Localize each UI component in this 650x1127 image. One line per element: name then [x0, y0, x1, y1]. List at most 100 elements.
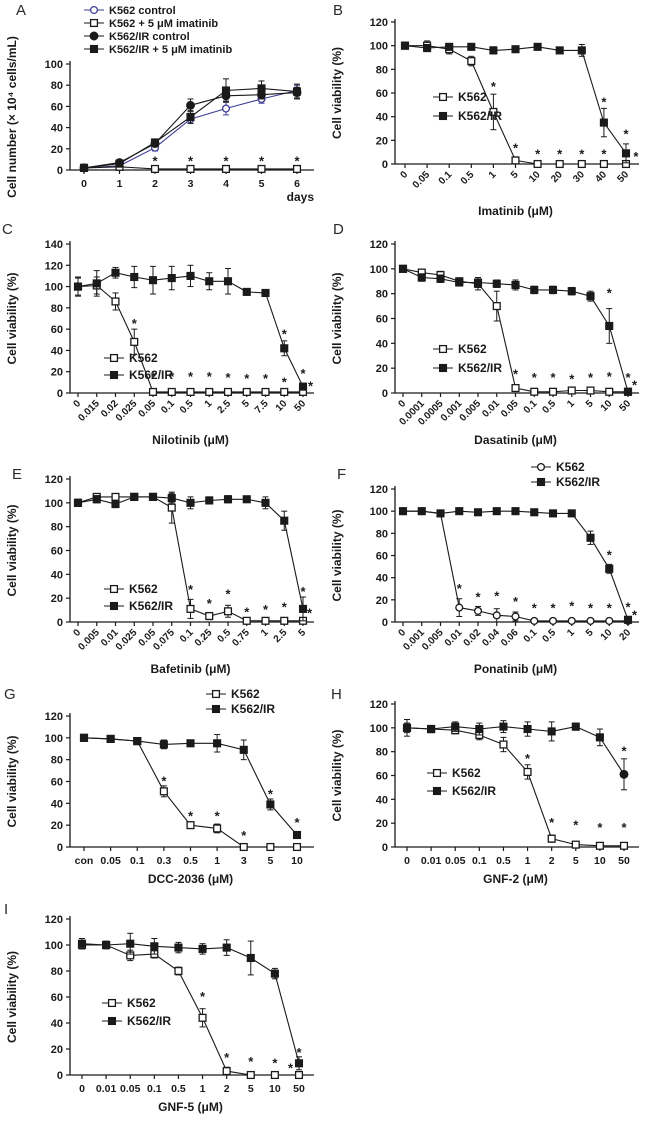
significance-asterisk: * [150, 369, 156, 384]
series-line [406, 726, 625, 775]
data-point-marker [547, 834, 556, 843]
x-tick-label: 1 [565, 627, 577, 639]
data-point-marker [107, 998, 117, 1008]
significance-marks: ************ [457, 548, 638, 623]
y-tick-label: 80 [376, 289, 388, 301]
significance-asterisk: * [549, 815, 555, 830]
panel-e: E 0 20 40 60 80 100 120 0 0.005 0.01 0.025 0.05 0.075… [0, 455, 325, 682]
data-point-marker [92, 279, 101, 288]
data-point-marker [455, 278, 464, 287]
y-tick-label: 20 [51, 144, 63, 156]
y-tick-label: 120 [370, 239, 388, 251]
legend-label: K562/IR [556, 475, 600, 489]
panel-label-c: C [2, 222, 13, 238]
y-tick-label: 20 [51, 820, 63, 832]
data-point-marker [167, 387, 176, 396]
series-k562-ir-5-m-imatinib [79, 78, 302, 172]
significance-asterisk: * [573, 818, 579, 833]
data-point-marker [148, 276, 158, 285]
axes: 0 20 40 60 80 100 120 0 0.01 0.05 0.1 0.5 1 2 5 10 50 [370, 699, 639, 867]
significance-asterisk: * [259, 154, 265, 169]
y-tick-label: 80 [51, 966, 63, 978]
data-point-marker [586, 616, 595, 625]
data-point-marker [205, 277, 214, 286]
data-point-marker [511, 507, 520, 516]
significance-asterisk: * [550, 601, 556, 616]
data-point-marker [280, 516, 289, 525]
significance-asterisk: * [244, 604, 250, 619]
data-point-marker [174, 943, 183, 952]
x-tick-label: 0.1 [159, 398, 177, 416]
data-point-marker [186, 498, 195, 507]
series-line [406, 727, 624, 847]
y-tick-label: 20 [51, 593, 63, 605]
data-point-marker [467, 42, 476, 51]
data-point-marker [261, 288, 270, 298]
data-point-marker [492, 611, 501, 620]
data-point-marker [150, 138, 160, 147]
significance-asterisk: * [294, 154, 300, 169]
data-point-marker [555, 159, 564, 169]
x-tick-label: 0.01 [443, 627, 465, 649]
y-tick-label: 0 [57, 617, 63, 629]
data-point-marker [239, 745, 248, 754]
y-tick-label: 60 [51, 101, 63, 113]
legend-label: K562 control [109, 5, 176, 17]
x-tick-label: 0.05 [445, 855, 466, 867]
series-k562-ir [398, 507, 633, 624]
legend-label: K562 [231, 687, 260, 701]
data-point-marker [270, 1070, 279, 1080]
panel-label-a: A [16, 2, 26, 19]
x-tick-label: 0.05 [100, 855, 121, 867]
legend-label: K562 [556, 460, 585, 474]
x-axis-title: Imatinib (μM) [478, 204, 553, 218]
data-point-marker [222, 943, 231, 952]
data-point-marker [221, 86, 231, 95]
x-tick-label: 50 [618, 855, 630, 867]
panel-a-chart: A 0 20 40 60 80 100 0 1 2 3 4 5 6 Cell number (× 10⁴ c… [5, 2, 314, 204]
data-point-marker [599, 159, 608, 169]
data-point-marker [186, 739, 195, 748]
data-point-marker [438, 92, 448, 102]
data-point-marker [623, 615, 633, 624]
y-tick-label: 20 [51, 367, 63, 379]
x-axis-title: DCC-2036 (μM) [148, 872, 233, 886]
y-tick-label: 80 [376, 64, 388, 76]
y-tick-label: 60 [51, 546, 63, 558]
data-point-marker [205, 611, 214, 621]
legend-label: K562/IR [458, 361, 502, 375]
data-point-marker [92, 495, 101, 504]
x-tick-label: 10 [291, 855, 303, 867]
significance-asterisk: * [241, 828, 247, 843]
significance-marks: * * * * * * [525, 744, 627, 835]
y-tick-label: 120 [370, 484, 388, 496]
significance-asterisk: * [300, 584, 306, 599]
data-point-marker [266, 800, 275, 809]
x-tick-label: 1 [203, 398, 215, 410]
x-tick-label: 7.5 [253, 398, 271, 416]
data-point-marker [111, 268, 120, 277]
y-tick-label: 100 [370, 506, 388, 518]
significance-asterisk: * [632, 378, 638, 393]
data-point-marker [159, 740, 168, 749]
data-point-marker [211, 704, 221, 714]
x-tick-label: 1 [525, 855, 531, 867]
significance-asterisk: * [535, 147, 541, 162]
significance-asterisk: * [248, 1054, 254, 1069]
significance-asterisk: * [532, 370, 538, 385]
significance-asterisk: * [152, 154, 158, 169]
data-point-marker [126, 939, 135, 948]
data-point-marker [599, 118, 608, 127]
data-point-marker [499, 740, 508, 749]
data-point-marker [79, 163, 89, 172]
significance-asterisk: * [161, 774, 167, 789]
x-tick-label: 1 [565, 398, 577, 410]
significance-asterisk: * [597, 820, 603, 835]
x-tick-label: 0.005 [420, 627, 446, 653]
data-point-marker [511, 280, 520, 290]
x-tick-label: 0.5 [178, 398, 196, 416]
significance-asterisk: * [607, 286, 613, 301]
data-point-marker [605, 616, 614, 625]
